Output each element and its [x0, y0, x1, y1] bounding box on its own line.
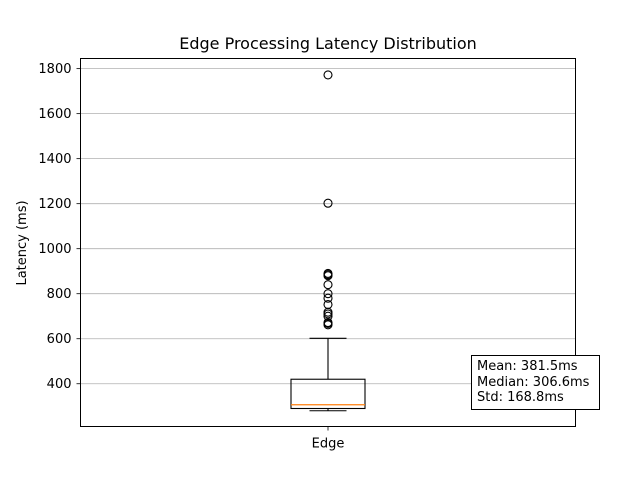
grid-lines — [80, 68, 576, 385]
y-tick-label: 400 — [47, 377, 72, 392]
y-tick-label: 1600 — [38, 107, 71, 122]
outlier-point — [323, 320, 333, 330]
stats-std: Std: 168.8ms — [477, 390, 564, 405]
y-tick-label: 1400 — [38, 152, 71, 167]
stats-annotation-box: Mean: 381.5ms Median: 306.6ms Std: 168.8… — [471, 355, 600, 410]
box-plot — [290, 70, 366, 412]
x-tick-label: Edge — [312, 437, 345, 452]
outlier-point — [323, 289, 333, 299]
stats-median: Median: 306.6ms — [477, 374, 590, 390]
y-tick-label: 1000 — [38, 242, 71, 257]
outlier-point — [323, 271, 333, 281]
y-axis-label: Latency (ms) — [15, 200, 30, 285]
outlier-point — [323, 70, 333, 80]
x-axis-ticks: Edge — [312, 426, 345, 452]
iqr-box — [290, 378, 366, 410]
outlier-point — [323, 293, 333, 303]
y-axis-ticks: 400 600 800 1000 1200 1400 1600 1800 — [38, 62, 81, 392]
y-tick-label: 1800 — [38, 62, 71, 77]
outlier-point — [323, 280, 333, 290]
plot-frame — [80, 58, 576, 427]
y-tick-label: 1200 — [38, 197, 71, 212]
outlier-point — [323, 311, 333, 321]
stats-mean: Mean: 381.5ms — [477, 359, 578, 374]
y-tick-label: 800 — [47, 287, 72, 302]
outlier-point — [323, 309, 333, 319]
y-tick-label: 600 — [47, 332, 72, 347]
chart-title: Edge Processing Latency Distribution — [179, 34, 477, 53]
outlier-point — [323, 198, 333, 208]
